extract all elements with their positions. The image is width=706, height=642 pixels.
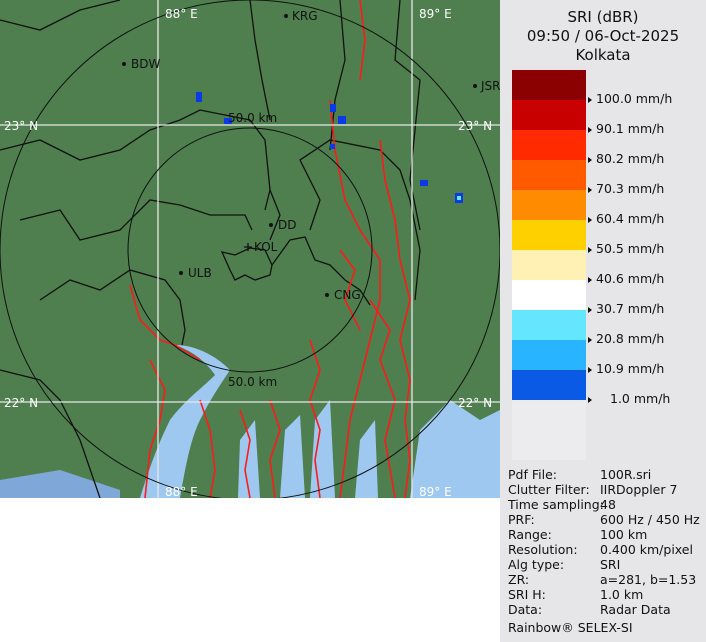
- info-row: PRF: 600 Hz / 450 Hz: [508, 512, 700, 527]
- info-row: Time sampling: 48: [508, 497, 616, 512]
- legend-label: 80.2 mm/h: [596, 151, 665, 166]
- no-data-swatch: [512, 400, 586, 460]
- info-value: IIRDoppler 7: [600, 482, 678, 497]
- legend-swatch: [512, 100, 586, 130]
- info-key: Alg type:: [508, 557, 565, 572]
- city-jsr: JSR: [480, 79, 500, 93]
- legend-swatch: [512, 70, 586, 100]
- legend-tick-icon: [588, 337, 592, 343]
- grid-label-23n-left: 23° N: [4, 119, 38, 133]
- info-key: Resolution:: [508, 542, 578, 557]
- city-dd: DD: [278, 218, 296, 232]
- info-key: PRF:: [508, 512, 535, 527]
- lat-lon-grid: [0, 0, 500, 498]
- info-row: ZR: a=281, b=1.53: [508, 572, 696, 587]
- legend-swatch: [512, 340, 586, 370]
- legend-tick-icon: [588, 277, 592, 283]
- footer-credit: Rainbow® SELEX-SI: [508, 620, 633, 635]
- legend-swatch: [512, 190, 586, 220]
- info-row: SRI H: 1.0 km: [508, 587, 643, 602]
- legend-tick-icon: [588, 157, 592, 163]
- info-value: SRI: [600, 557, 621, 572]
- grid-label-88e-bottom: 88° E: [165, 485, 198, 498]
- info-key: Time sampling:: [508, 497, 604, 512]
- info-value: 100R.sri: [600, 467, 652, 482]
- legend-swatch: [512, 250, 586, 280]
- legend-tick-icon: [588, 97, 592, 103]
- legend-label: 100.0 mm/h: [596, 91, 673, 106]
- grid-label-22n-left: 22° N: [4, 396, 38, 410]
- info-value: Radar Data: [600, 602, 671, 617]
- range-rings: [0, 0, 500, 498]
- cities: KRG BDW JSR DD KOL ULB CNG: [122, 9, 500, 302]
- legend-label: 40.6 mm/h: [596, 271, 665, 286]
- district-borders: [0, 0, 421, 498]
- legend-label: 90.1 mm/h: [596, 121, 665, 136]
- info-value: 0.400 km/pixel: [600, 542, 693, 557]
- legend-swatch: [512, 310, 586, 340]
- legend-tick-icon: [588, 187, 592, 193]
- legend-tick-icon: [588, 217, 592, 223]
- legend-label: 60.4 mm/h: [596, 211, 665, 226]
- product-datetime: 09:50 / 06-Oct-2025: [526, 27, 680, 45]
- info-row: Alg type: SRI: [508, 557, 620, 572]
- info-value: 600 Hz / 450 Hz: [600, 512, 700, 527]
- info-row: Range: 100 km: [508, 527, 647, 542]
- city-kol: KOL: [254, 240, 278, 254]
- city-ulb: ULB: [188, 266, 212, 280]
- range-ring-label-bottom: 50.0 km: [228, 375, 277, 389]
- legend-swatch: [512, 160, 586, 190]
- info-row: Data: Radar Data: [508, 602, 671, 617]
- legend-label: 30.7 mm/h: [596, 301, 665, 316]
- grid-label-22n-right: 22° N: [458, 396, 492, 410]
- legend-tick-icon: [588, 397, 592, 403]
- info-key: Range:: [508, 527, 552, 542]
- city-bdw: BDW: [131, 57, 160, 71]
- legend-label: 10.9 mm/h: [596, 361, 665, 376]
- info-key: Pdf File:: [508, 467, 557, 482]
- grid-label-88e-top: 88° E: [165, 7, 198, 21]
- legend-swatch: [512, 280, 586, 310]
- info-row: Clutter Filter: IIRDoppler 7: [508, 482, 677, 497]
- legend-tick-icon: [588, 247, 592, 253]
- info-row: Resolution: 0.400 km/pixel: [508, 542, 693, 557]
- station-name: Kolkata: [575, 46, 631, 64]
- radar-map[interactable]: 88° E 89° E 23° N 23° N 22° N 22° N 88° …: [0, 0, 500, 498]
- city-cng: CNG: [334, 288, 361, 302]
- info-value: 48: [600, 497, 616, 512]
- rain-echoes: [196, 92, 463, 203]
- legend-swatch: [512, 220, 586, 250]
- grid-label-23n-right: 23° N: [458, 119, 492, 133]
- info-value: a=281, b=1.53: [600, 572, 697, 587]
- product-title: SRI (dBR): [567, 8, 639, 26]
- city-krg: KRG: [292, 9, 318, 23]
- info-key: Clutter Filter:: [508, 482, 590, 497]
- legend-tick-icon: [588, 367, 592, 373]
- legend-tick-icon: [588, 307, 592, 313]
- rivers: [129, 0, 411, 498]
- range-ring-label-top: 50.0 km: [228, 111, 277, 125]
- info-key: Data:: [508, 602, 543, 617]
- grid-label-89e-top: 89° E: [419, 7, 452, 21]
- legend-tick-icon: [588, 127, 592, 133]
- info-key: ZR:: [508, 572, 530, 587]
- info-value: 1.0 km: [600, 587, 644, 602]
- legend-label: 1.0 mm/h: [610, 391, 671, 406]
- info-row: Pdf File: 100R.sri: [508, 467, 651, 482]
- info-value: 100 km: [600, 527, 648, 542]
- land-area: [0, 0, 500, 498]
- info-key: SRI H:: [508, 587, 546, 602]
- grid-label-89e-bottom: 89° E: [419, 485, 452, 498]
- legend-label: 70.3 mm/h: [596, 181, 665, 196]
- legend-swatch: [512, 370, 586, 400]
- legend-swatch: [512, 130, 586, 160]
- legend-label: 50.5 mm/h: [596, 241, 665, 256]
- legend-label: 20.8 mm/h: [596, 331, 665, 346]
- legend-panel: SRI (dBR) 09:50 / 06-Oct-2025 Kolkata 10…: [500, 0, 706, 642]
